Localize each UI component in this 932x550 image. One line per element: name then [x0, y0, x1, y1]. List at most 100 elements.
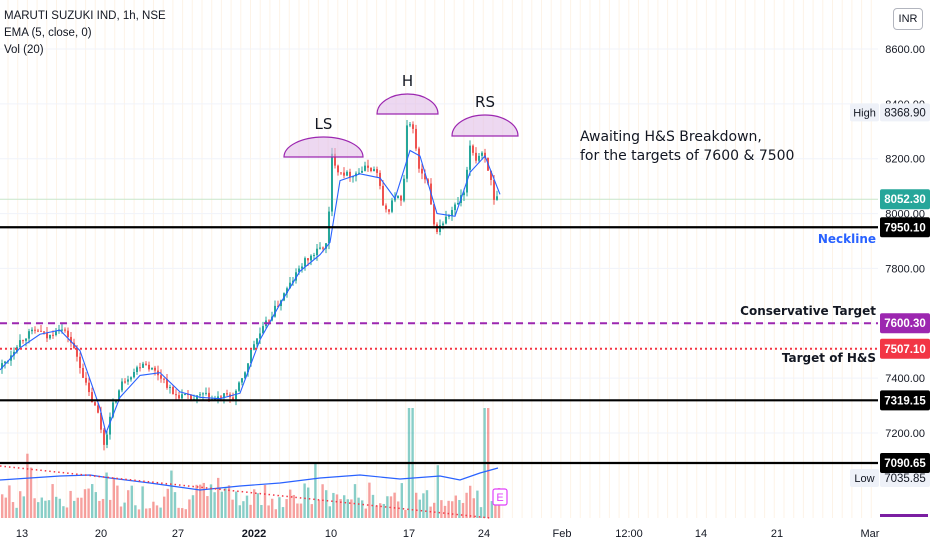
candle-body	[145, 363, 147, 365]
candle	[172, 385, 174, 395]
left-shoulder-label: LS	[315, 115, 333, 133]
volume-bar	[303, 483, 306, 518]
volume-bar	[47, 500, 51, 518]
candle	[217, 391, 219, 404]
candle	[37, 328, 39, 333]
volume-bar	[289, 489, 292, 518]
currency-button[interactable]: INR	[893, 8, 923, 30]
candle-body	[136, 367, 138, 372]
level-tag	[880, 217, 930, 238]
high-tag	[880, 103, 930, 122]
volume-bar	[271, 498, 274, 518]
candle-body	[277, 305, 279, 307]
volume-bar	[19, 491, 22, 518]
time-tick-label: 2022	[242, 528, 266, 540]
candle-body	[79, 356, 81, 368]
volume-bar	[321, 484, 324, 518]
volume-bar	[418, 499, 421, 518]
volume-bar	[404, 509, 407, 518]
legend-vol[interactable]: Vol (20)	[4, 44, 44, 56]
candle-body	[109, 416, 111, 435]
volume-bar	[224, 488, 227, 518]
volume-bar	[415, 492, 418, 518]
volume-bar	[94, 492, 97, 518]
volume-bar	[476, 490, 479, 518]
level-tag	[880, 313, 930, 334]
volume-bar	[490, 501, 493, 518]
candle	[412, 121, 414, 134]
candle	[202, 392, 204, 400]
candle-body	[55, 331, 57, 336]
hs-pattern[interactable]: LS H RS	[283, 72, 519, 158]
candle	[490, 170, 492, 186]
volume-bar	[206, 496, 209, 518]
volume-bar	[425, 490, 429, 518]
volume-bar	[364, 508, 367, 518]
volume-bar	[145, 508, 148, 518]
time-axis[interactable]: 13 20 27 2022 10 17 24 Feb 12:00 14 21 Mar E	[0, 488, 880, 550]
left-shoulder-arc	[283, 136, 364, 158]
candle	[469, 140, 471, 176]
volume-bar	[422, 493, 425, 518]
annotation-line1: Awaiting H&S Breakdown,	[580, 129, 762, 145]
level-tag	[880, 452, 930, 473]
candle	[133, 368, 135, 379]
candle-body	[115, 400, 117, 403]
volume-bar	[278, 497, 281, 518]
candle-body	[310, 255, 312, 261]
annotations[interactable]: Awaiting H&S Breakdown, for the targets o…	[580, 129, 876, 365]
candle	[358, 168, 360, 175]
volume-bar	[292, 494, 295, 518]
candle-body	[103, 429, 105, 445]
candle-body	[373, 169, 375, 172]
price-axis[interactable]: 7200.007400.007600.007800.008000.008200.…	[850, 0, 932, 550]
candle-body	[61, 329, 63, 331]
candle	[331, 147, 333, 217]
candle	[376, 166, 378, 178]
candle	[82, 363, 84, 378]
candle-body	[217, 396, 219, 399]
candle-body	[448, 215, 450, 217]
candle-body	[88, 382, 90, 393]
candle	[148, 361, 150, 372]
right-shoulder-label: RS	[475, 93, 495, 111]
low-tag	[880, 469, 930, 488]
candle-body	[493, 179, 495, 200]
volume-bar	[188, 499, 191, 518]
volume-bar	[310, 504, 313, 518]
candle-body	[367, 165, 369, 168]
volume-bar	[339, 499, 342, 518]
candle	[343, 167, 345, 179]
candle-body	[424, 173, 426, 180]
time-tick-label: 14	[695, 528, 707, 540]
candle	[319, 242, 321, 250]
candle	[361, 166, 363, 174]
volume-bar	[184, 509, 187, 518]
candle-body	[91, 392, 93, 403]
volume-bar	[29, 467, 33, 518]
candle	[400, 194, 402, 206]
candle-body	[4, 361, 6, 364]
volume-bar	[127, 490, 130, 518]
legend-symbol[interactable]: MARUTI SUZUKI IND, 1h, NSE	[4, 10, 166, 22]
volume-ma-line	[0, 465, 499, 519]
volume-bar	[37, 502, 40, 518]
candle-body	[160, 375, 162, 379]
volume-bar	[245, 495, 249, 518]
horizontal-levels[interactable]	[0, 226, 878, 465]
candle-body	[412, 124, 414, 129]
candle-body	[313, 255, 315, 257]
volume-bar	[231, 499, 234, 518]
volume-bar	[260, 505, 263, 518]
low-word: Low	[854, 473, 874, 485]
candle-body	[433, 204, 435, 225]
legend-ema[interactable]: EMA (5, close, 0)	[4, 27, 92, 39]
candle-body	[82, 367, 84, 378]
candle	[373, 166, 375, 172]
volume-bar	[346, 499, 349, 518]
candle-body	[337, 165, 339, 173]
conservative-target-label: Conservative Target	[740, 304, 876, 318]
volume-bar	[209, 484, 213, 518]
candle-body	[190, 394, 192, 401]
